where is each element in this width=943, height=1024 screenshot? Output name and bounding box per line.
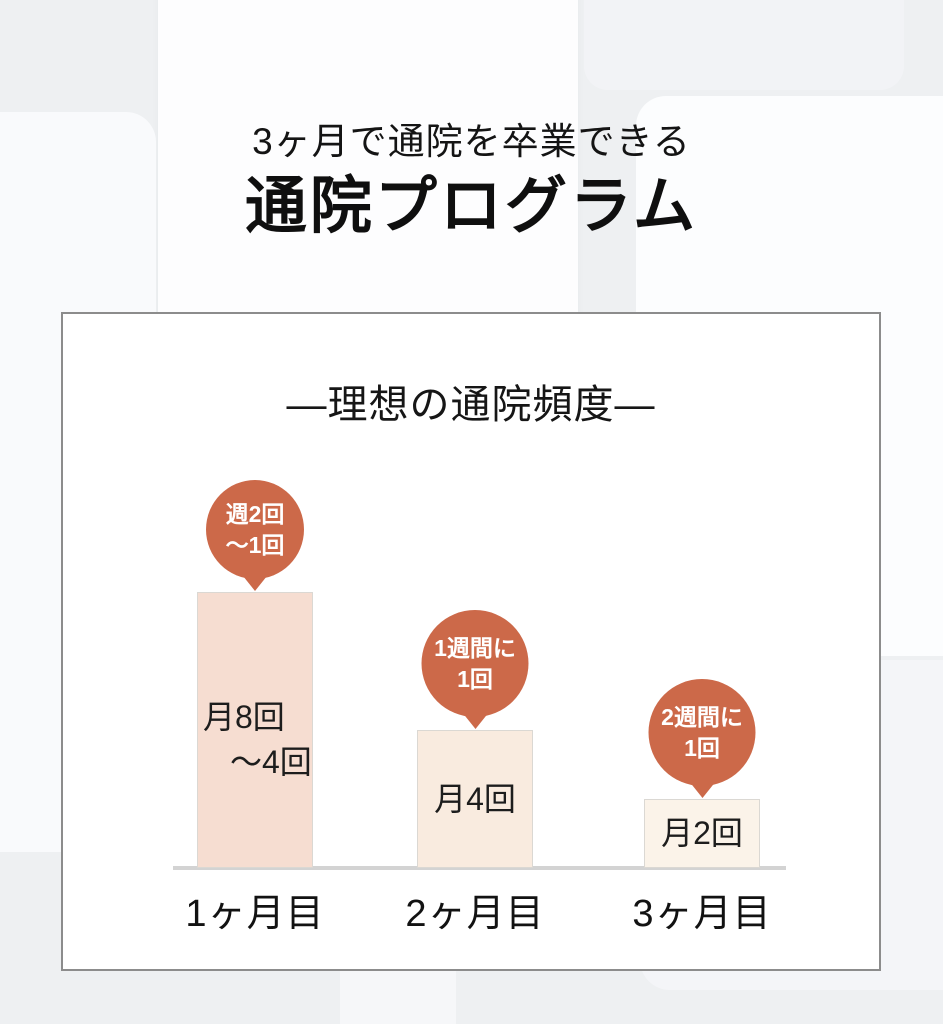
header-subtitle: 3ヶ月で通院を卒業できる xyxy=(252,121,691,162)
bar-month-1: 月8回 〜4回 xyxy=(197,592,313,868)
bar-month-3: 月2回 xyxy=(644,799,760,868)
bubble-circle: 2週間に 1回 xyxy=(648,679,756,786)
bar-value-label: 月2回 xyxy=(661,815,743,851)
x-axis-label-month-3: 3ヶ月目 xyxy=(632,893,772,935)
x-axis-label-month-1: 1ヶ月目 xyxy=(185,893,325,935)
bar-value-label: 月8回 〜4回 xyxy=(203,699,312,780)
chart-card: ―理想の通院頻度― 月8回 〜4回 週2回 〜1回 xyxy=(61,312,881,971)
page-title: 通院プログラム xyxy=(244,172,699,241)
chart-title: ―理想の通院頻度― xyxy=(286,383,656,427)
background-tile xyxy=(158,0,578,358)
bubble-tail xyxy=(690,783,714,798)
bar-value-label: 月4回 xyxy=(434,780,516,817)
bubble-circle: 1週間に 1回 xyxy=(421,610,529,717)
bar-month-2: 月4回 xyxy=(417,730,533,868)
frequency-bubble-month-3: 2週間に 1回 xyxy=(648,679,756,798)
frequency-bubble-month-1: 週2回 〜1回 xyxy=(206,480,304,591)
bar-chart: 月8回 〜4回 週2回 〜1回 1ヶ月目 月4回 xyxy=(63,314,879,969)
frequency-bubble-month-2: 1週間に 1回 xyxy=(421,610,529,729)
x-axis-line xyxy=(173,866,786,870)
bubble-circle: 週2回 〜1回 xyxy=(206,480,304,579)
bubble-tail xyxy=(463,714,487,729)
background-tile xyxy=(584,0,904,90)
x-axis-label-month-2: 2ヶ月目 xyxy=(405,893,545,935)
header: 3ヶ月で通院を卒業できる 通院プログラム xyxy=(0,120,943,242)
bubble-tail xyxy=(243,576,267,591)
